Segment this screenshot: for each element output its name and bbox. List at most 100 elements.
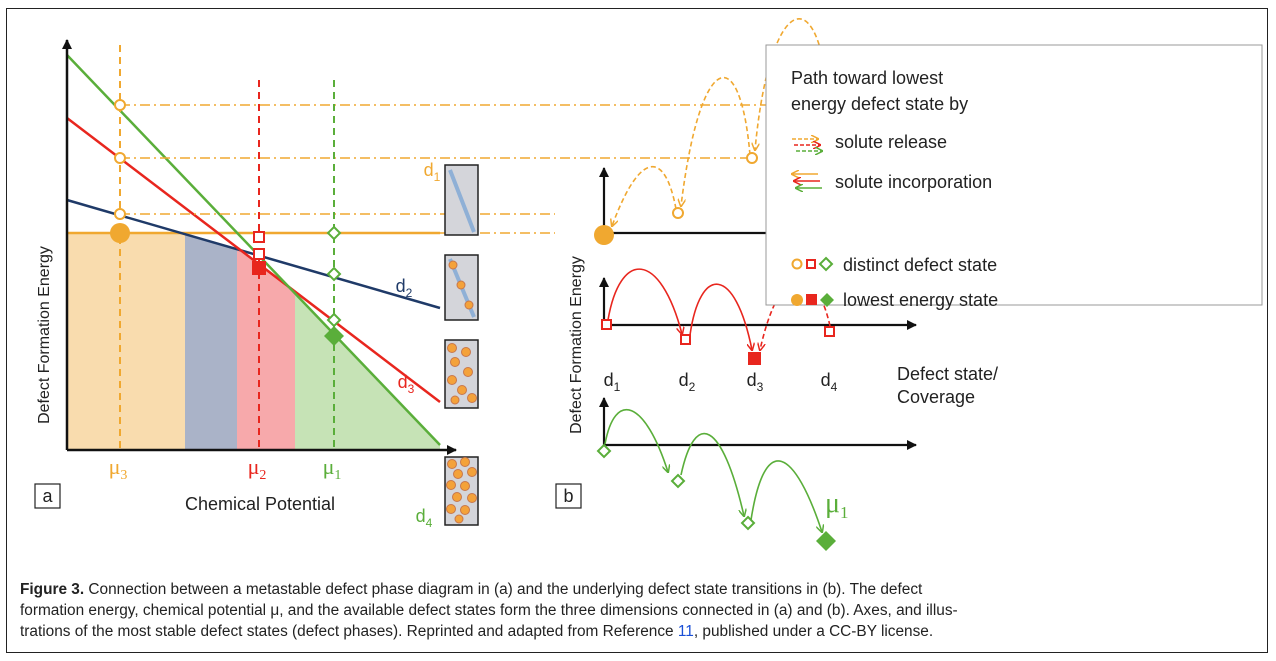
inset-solutes-shape [448, 376, 457, 385]
distinct-states-shape [747, 153, 757, 163]
text-part: μ [323, 454, 335, 479]
caption-text: , published under a CC-BY license. [694, 623, 933, 640]
figure: d1 d2 d3 d4 μ3 μ2 μ1 a Chemical Potentia… [0, 0, 1276, 575]
state-label: d4 [821, 370, 838, 394]
region-d1 [67, 233, 185, 450]
inset-solutes-shape [448, 460, 457, 469]
legend-icon-shape [791, 294, 803, 306]
legend-title: energy defect state by [791, 94, 968, 114]
inset-solutes-shape [468, 394, 477, 403]
caption: Figure 3. Connection between a metastabl… [20, 579, 958, 642]
legend-icon [791, 293, 834, 307]
inset-solutes-shape [465, 301, 473, 309]
text-part: 2 [689, 380, 696, 394]
legend-icon [793, 258, 833, 270]
state-markers-mu2-shape [254, 249, 264, 259]
distinct-states-shape [742, 517, 754, 529]
page: { "panel_a": { "label": "a", "x_axis_lab… [0, 0, 1276, 661]
state-markers-mu3-shape [115, 100, 125, 110]
inset-solutes-shape [457, 281, 465, 289]
mu-label: μ2 [248, 454, 267, 483]
x-axis-label: Defect state/ [897, 364, 998, 384]
defect-label: d3 [398, 372, 415, 396]
release-path-shape [681, 78, 750, 206]
inset-solutes-shape [451, 358, 460, 367]
inset-solutes-shape [447, 481, 456, 490]
distinct-states-shape [673, 208, 683, 218]
lowest-state [816, 531, 836, 551]
legend-icon-shape [793, 260, 802, 269]
inset-solutes-shape [451, 396, 459, 404]
y-axis-label: Defect Formation Energy [568, 256, 585, 434]
lowest-state-mu3 [110, 223, 130, 243]
inset-solutes-shape [455, 515, 463, 523]
distinct-states-shape [672, 475, 684, 487]
release-path-shape [612, 167, 676, 226]
inset-solutes-shape [464, 368, 473, 377]
inset-solutes-shape [449, 261, 457, 269]
lowest-state [748, 352, 761, 365]
text-part: 4 [831, 380, 838, 394]
mu-label: μ3 [109, 454, 128, 483]
panel-label: b [563, 486, 573, 506]
legend: Path toward lowest energy defect state b… [766, 45, 1262, 310]
legend-item: distinct defect state [843, 255, 997, 275]
distinct-states [598, 445, 754, 529]
caption-text: trations of the most stable defect state… [20, 623, 678, 640]
reference-link[interactable]: 11 [678, 623, 694, 640]
distinct-states-shape [681, 335, 690, 344]
inset-solutes-shape [453, 493, 462, 502]
state-markers-mu2-shape [254, 232, 264, 242]
caption-line: trations of the most stable defect state… [20, 621, 958, 642]
text-part: 1 [434, 170, 441, 184]
distinct-states-shape [825, 327, 834, 336]
text-part: d [821, 370, 831, 390]
inset-solutes-shape [461, 506, 470, 515]
state-label: d3 [747, 370, 764, 394]
legend-item: solute release [835, 132, 947, 152]
incorporation-path-shape [690, 284, 752, 350]
caption-line: formation energy, chemical potential μ, … [20, 600, 958, 621]
caption-text: formation energy, chemical potential μ, … [20, 602, 958, 619]
release-incorporation-path-shape [751, 461, 822, 532]
inset-solutes-shape [458, 386, 467, 395]
distinct-states-shape [598, 445, 610, 457]
region-d3 [237, 248, 295, 450]
state-markers-mu1-shape [328, 227, 340, 239]
text-part: 1 [840, 503, 849, 522]
defect-label: d1 [424, 160, 441, 184]
caption-text: Connection between a metastable defect p… [84, 581, 922, 598]
caption-label: Figure 3. [20, 581, 84, 598]
mu-label: μ1 [323, 454, 342, 483]
inset-solutes-shape [462, 348, 471, 357]
inset-solutes-shape [461, 482, 470, 491]
text-part: 2 [259, 468, 266, 483]
inset-solutes-shape [461, 458, 470, 467]
legend-title: Path toward lowest [791, 68, 943, 88]
text-part: d [747, 370, 757, 390]
lowest-state-mu2 [252, 261, 266, 275]
text-part: 2 [406, 286, 413, 300]
release-incorporation-path-shape [605, 410, 668, 472]
text-part: 4 [426, 516, 433, 530]
inset-solutes-shape [454, 470, 463, 479]
distinct-states-shape [602, 320, 611, 329]
inset-solutes-shape [468, 468, 477, 477]
text-part: μ [248, 454, 260, 479]
state-markers-mu3-shape [115, 153, 125, 163]
inset-solutes-shape [448, 344, 457, 353]
legend-item: lowest energy state [843, 290, 998, 310]
text-part: μ [109, 454, 121, 479]
inset-solutes-shape [447, 505, 456, 514]
state-markers-mu3-shape [115, 209, 125, 219]
state-label: d1 [604, 370, 621, 394]
x-axis-label: Chemical Potential [185, 494, 335, 514]
region-d2 [185, 234, 237, 450]
defect-label: d4 [416, 506, 433, 530]
text-part: 3 [408, 382, 415, 396]
release-incorporation-path [605, 410, 822, 532]
x-axis-label: Coverage [897, 387, 975, 407]
inset-solutes-shape [468, 494, 477, 503]
text-part: 3 [120, 468, 127, 483]
text-part: d [396, 276, 406, 296]
